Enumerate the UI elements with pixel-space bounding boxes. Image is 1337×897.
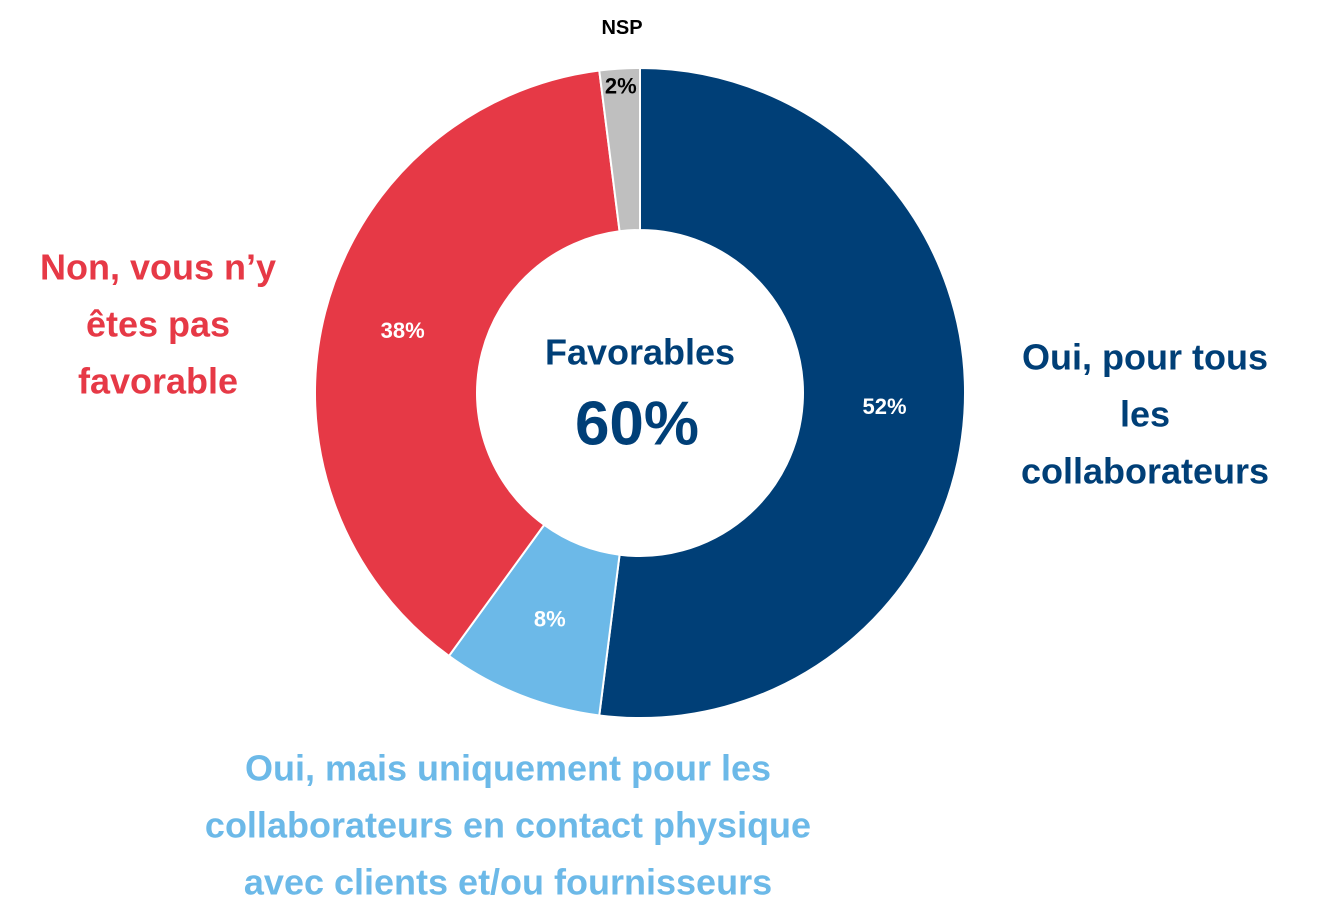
donut-slice: [314, 69, 621, 658]
donut-slice: [598, 66, 966, 719]
category-label: Oui, mais uniquement pour les collaborat…: [204, 747, 812, 897]
value-label: 52%: [862, 394, 906, 419]
category-label: Oui, pour tous les collaborateurs: [1020, 336, 1270, 492]
category-label: Non, vous n’y êtes pas favorable: [39, 246, 277, 402]
center-value: 60%: [575, 389, 699, 458]
value-label: 8%: [534, 607, 566, 632]
category-label: NSP: [601, 17, 643, 39]
value-label: 38%: [381, 318, 425, 343]
donut-slice: [598, 66, 641, 233]
value-label: 2%: [605, 73, 637, 98]
center-title: Favorables: [545, 332, 735, 373]
